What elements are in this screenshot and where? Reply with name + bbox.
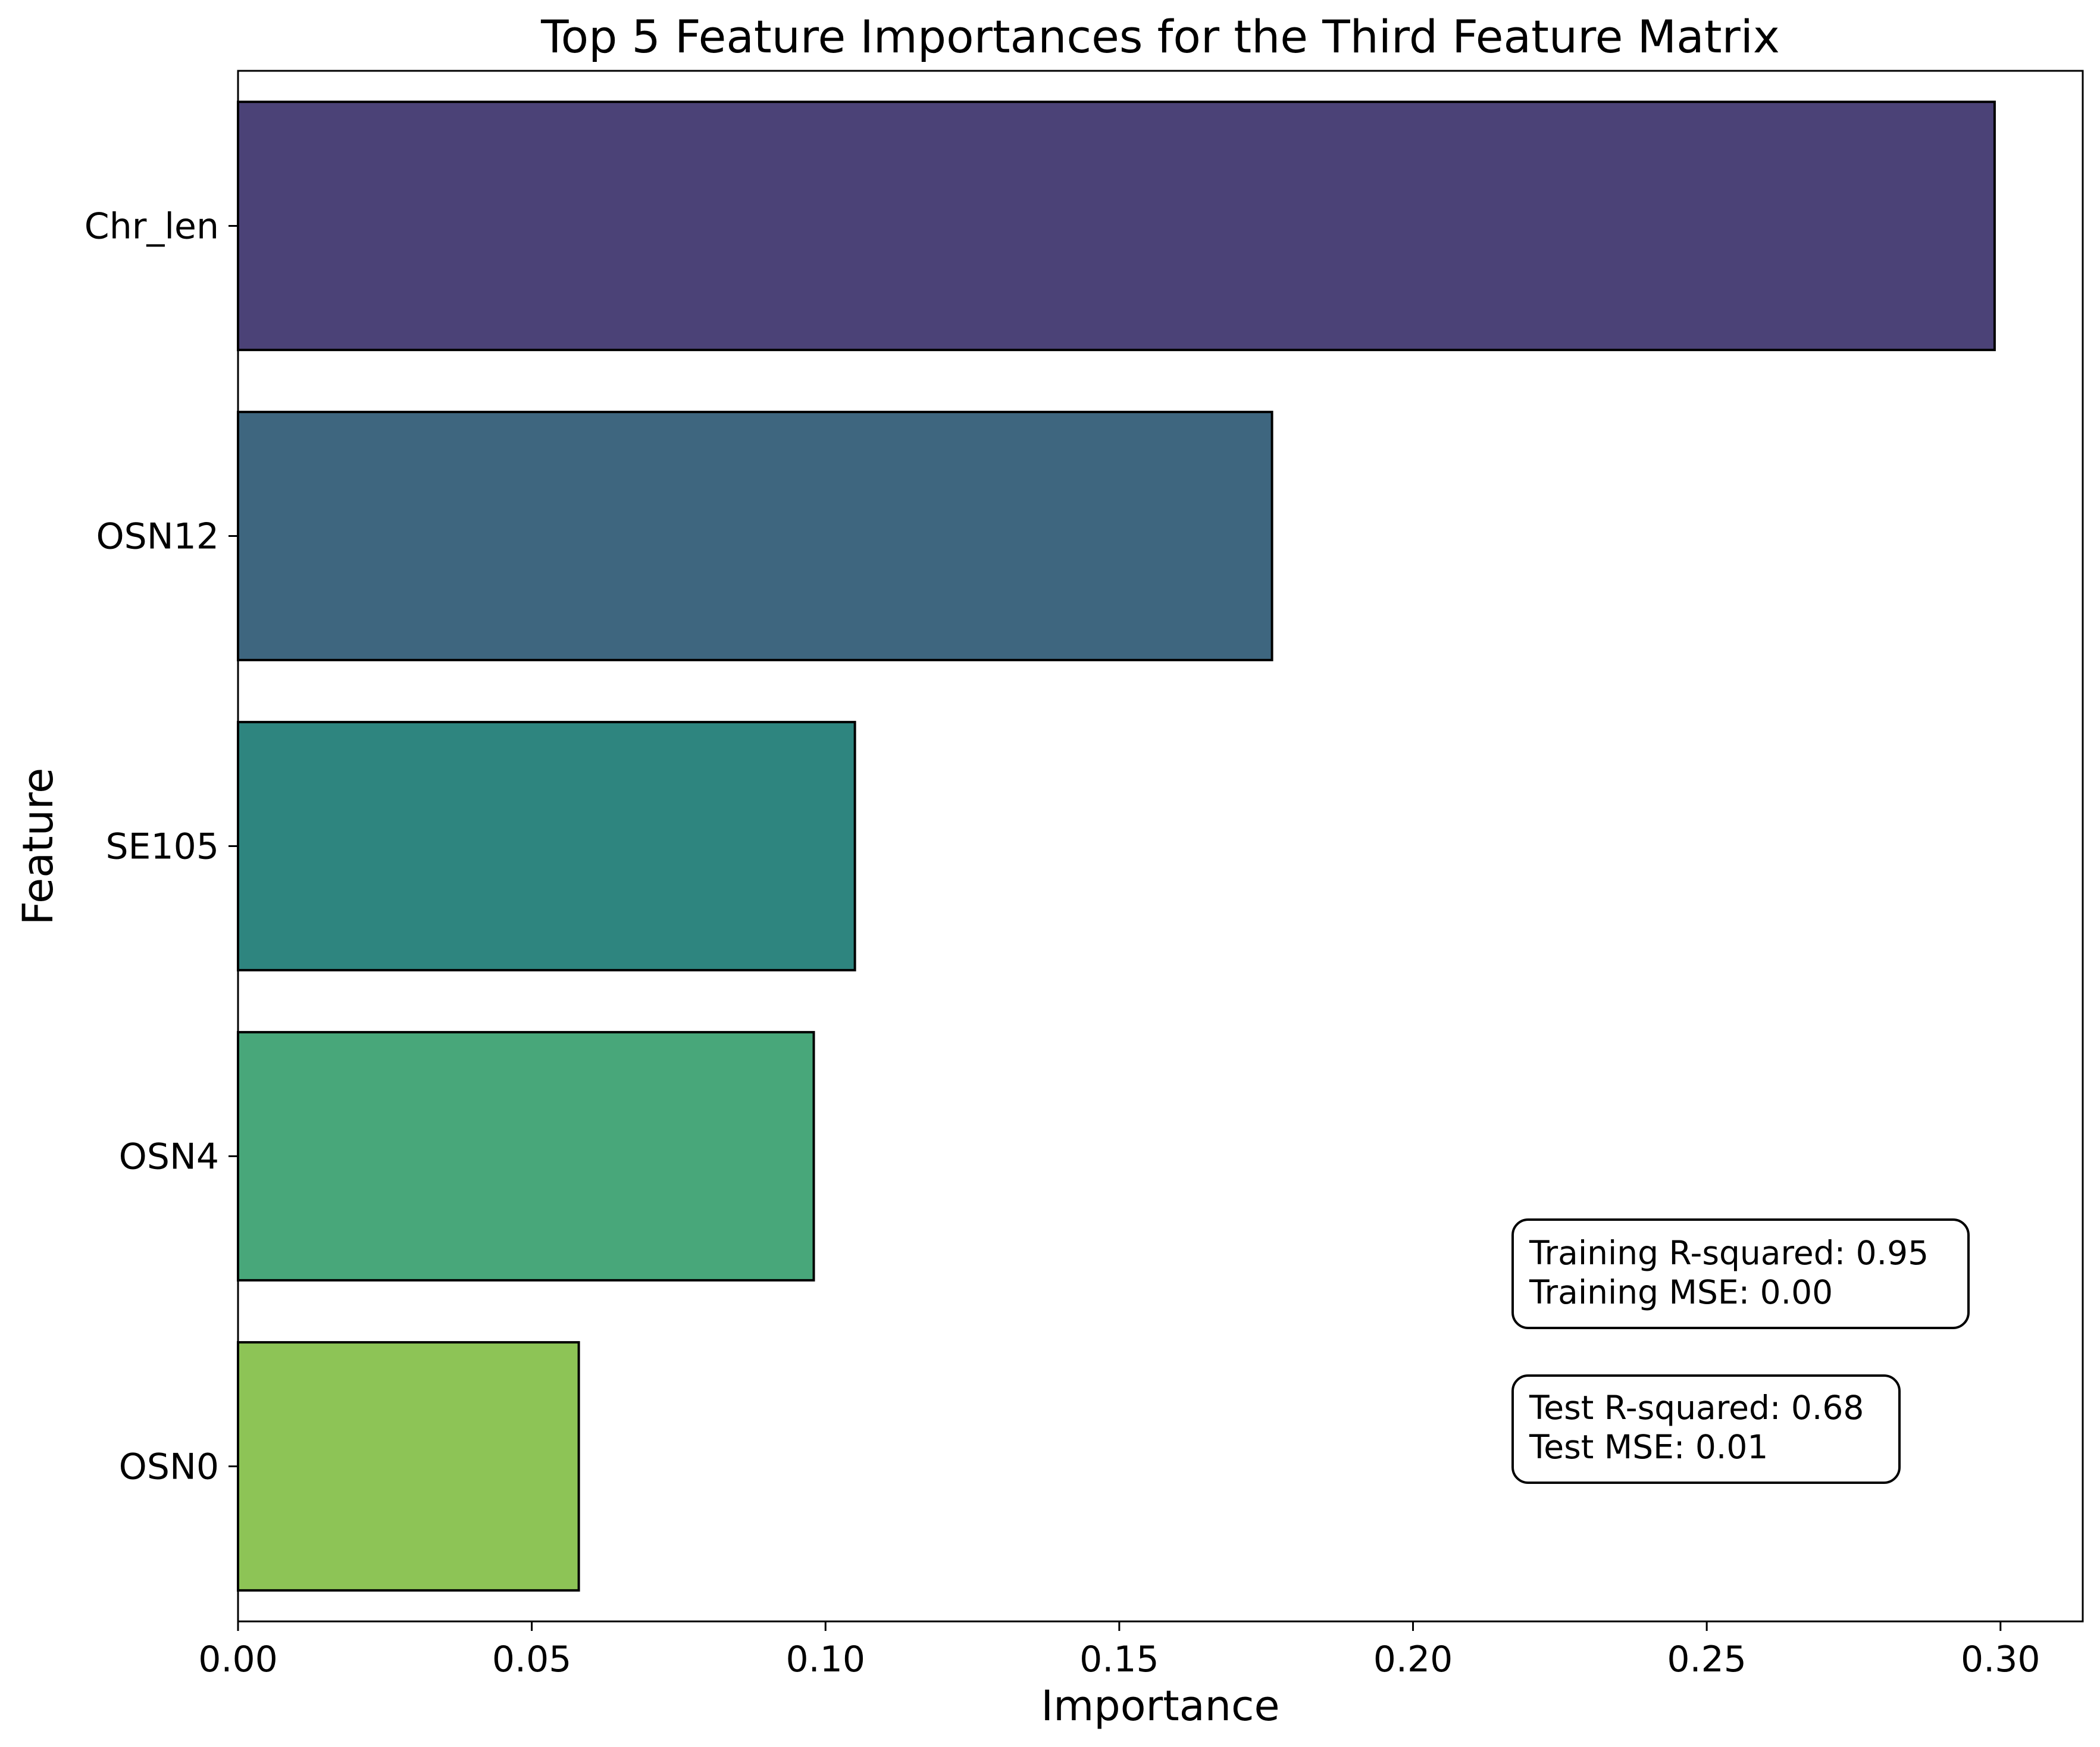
bar-se105 bbox=[237, 721, 856, 971]
x-tick-label: 0.00 bbox=[198, 1639, 278, 1680]
test-stats-frame bbox=[1511, 1374, 1901, 1484]
y-tick-label: SE105 bbox=[105, 826, 219, 868]
y-tick-label: OSN12 bbox=[96, 516, 219, 558]
x-axis-ticks: 0.00 0.05 0.10 0.15 0.20 0.25 0.30 bbox=[198, 1621, 2040, 1680]
x-tick-label: 0.30 bbox=[1961, 1639, 2040, 1680]
bar-osn0 bbox=[237, 1341, 580, 1592]
bar-chr-len bbox=[237, 101, 1996, 351]
test-r-squared: Test R-squared: 0.68 bbox=[1529, 1389, 1864, 1427]
training-r-squared: Training R-squared: 0.95 bbox=[1529, 1234, 1929, 1272]
x-tick-label: 0.05 bbox=[492, 1639, 572, 1680]
test-mse: Test MSE: 0.01 bbox=[1529, 1428, 1768, 1466]
training-stats-frame bbox=[1511, 1218, 1970, 1329]
y-tick-label: Chr_len bbox=[84, 206, 219, 248]
y-axis-ticks: Chr_len OSN12 SE105 OSN4 OSN0 bbox=[84, 206, 238, 1488]
bar-osn12 bbox=[237, 411, 1273, 661]
chart-title: Top 5 Feature Importances for the Third … bbox=[540, 10, 1780, 63]
plot-frame bbox=[237, 70, 2084, 1623]
x-tick-label: 0.20 bbox=[1373, 1639, 1453, 1680]
y-tick-label: OSN0 bbox=[119, 1446, 219, 1488]
bar-osn4 bbox=[237, 1031, 815, 1282]
test-stats-box: Test R-squared: 0.68 Test MSE: 0.01 bbox=[1511, 1374, 1901, 1484]
y-axis-label: Feature bbox=[14, 768, 62, 926]
x-tick-label: 0.15 bbox=[1079, 1639, 1159, 1680]
x-tick-label: 0.10 bbox=[785, 1639, 865, 1680]
y-tick-label: OSN4 bbox=[119, 1136, 219, 1178]
x-tick-label: 0.25 bbox=[1667, 1639, 1747, 1680]
x-axis-label: Importance bbox=[1041, 1682, 1279, 1730]
training-stats-box: Training R-squared: 0.95 Training MSE: 0… bbox=[1511, 1218, 1970, 1329]
bars-layer bbox=[237, 101, 1996, 1592]
training-mse: Training MSE: 0.00 bbox=[1529, 1273, 1833, 1311]
